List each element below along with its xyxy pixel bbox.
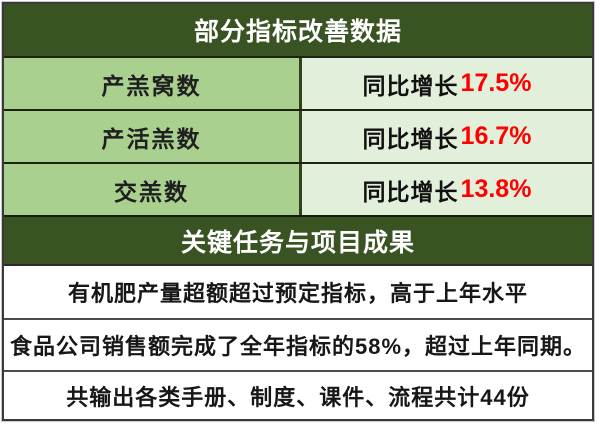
indicator-results-table: 部分指标改善数据 产羔窝数 同比增长 17.5% 产活羔数 同比增长 16.7%…	[2, 2, 594, 421]
metric-value-litters: 同比增长 17.5%	[302, 58, 592, 109]
table-row: 产活羔数 同比增长 16.7%	[4, 109, 592, 162]
yoy-growth-prefix: 同比增长	[362, 72, 459, 99]
metric-value-delivered-lambs: 同比增长 13.8%	[302, 164, 592, 215]
metric-label-litters: 产羔窝数	[4, 58, 302, 109]
result-item-organic-fertilizer: 有机肥产量超额超过预定指标，高于上年水平	[4, 264, 592, 318]
section2-header: 关键任务与项目成果	[4, 215, 592, 264]
yoy-growth-prefix: 同比增长	[362, 125, 459, 152]
metric-value-live-lambs: 同比增长 16.7%	[302, 111, 592, 162]
result-item-food-company-sales: 食品公司销售额完成了全年指标的58%，超过上年同期。	[4, 318, 592, 370]
result-item-documents-output: 共输出各类手册、制度、课件、流程共计44份	[4, 370, 592, 419]
yoy-growth-percent: 16.7%	[460, 122, 532, 150]
yoy-growth-percent: 13.8%	[460, 175, 532, 203]
table-row: 产羔窝数 同比增长 17.5%	[4, 56, 592, 109]
table-row: 交羔数 同比增长 13.8%	[4, 162, 592, 215]
metric-label-live-lambs: 产活羔数	[4, 111, 302, 162]
yoy-growth-percent: 17.5%	[460, 69, 532, 97]
metric-label-delivered-lambs: 交羔数	[4, 164, 302, 215]
yoy-growth-prefix: 同比增长	[362, 178, 459, 205]
section1-header: 部分指标改善数据	[4, 4, 592, 56]
